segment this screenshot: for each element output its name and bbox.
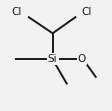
Text: Si: Si	[48, 54, 57, 64]
Text: O: O	[78, 54, 86, 64]
Text: Cl: Cl	[81, 7, 91, 17]
Text: Cl: Cl	[12, 7, 22, 17]
